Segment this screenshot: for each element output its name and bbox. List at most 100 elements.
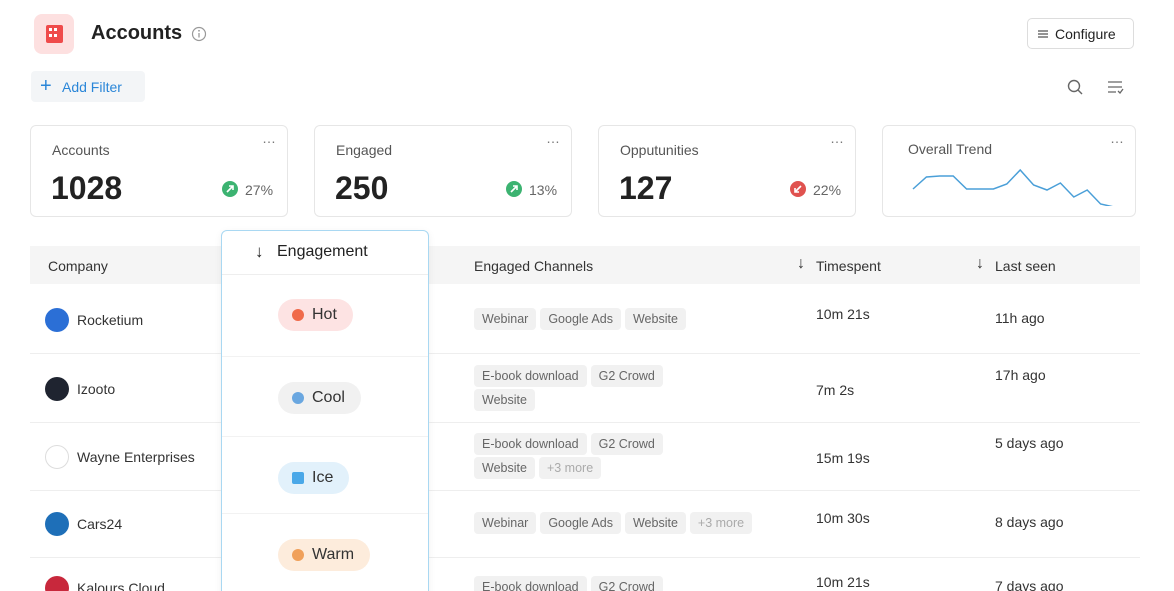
row-divider (30, 353, 1140, 354)
change-arrow (226, 185, 234, 193)
more-chip: +3 more (538, 457, 602, 479)
column-header: Company (48, 258, 108, 274)
plus-icon: + (40, 75, 52, 97)
timespent: 10m 30s (816, 510, 870, 526)
engagement-dropdown: ↓ Engagement Hot Cool Ice Warm (221, 230, 429, 591)
channel-chip: E-book download (474, 576, 587, 591)
stat-card: … Engaged 250 13% (314, 125, 572, 217)
channel-chip: Website (474, 389, 535, 411)
engagement-pill[interactable]: Ice (278, 462, 350, 494)
page-title: Accounts (91, 22, 183, 44)
row-divider (30, 557, 1140, 558)
engagement-pill[interactable]: Cool (278, 382, 361, 414)
add-filter-button[interactable]: + Add Filter (31, 71, 145, 102)
sort-arrow: ↓ (797, 255, 805, 272)
stat-label: Opputunities (620, 142, 699, 158)
timespent: 10m 21s (816, 306, 870, 322)
channel-line: Website +3 more (474, 457, 605, 479)
stat-card: … Accounts 1028 27% (30, 125, 288, 217)
channel-line: E-book download G2 Crowd (474, 433, 667, 455)
channel-chip: G2 Crowd (590, 433, 663, 455)
trend-label: Overall Trend (908, 141, 993, 157)
timespent: 10m 21s (816, 574, 870, 590)
company-name: Izooto (77, 381, 116, 397)
company-logo (45, 377, 69, 401)
pill-label: Cool (312, 389, 345, 406)
channel-line: E-book download G2 Crowd (474, 576, 667, 591)
change-icon (506, 181, 522, 197)
more-dots: … (546, 130, 560, 146)
company-logo (45, 445, 69, 469)
stat-value: 127 (619, 170, 673, 206)
sliders-icon (1038, 30, 1048, 38)
building-icon (46, 25, 63, 43)
search-icon[interactable] (1066, 78, 1084, 96)
option-divider (222, 513, 428, 514)
channel-chip: Webinar (474, 308, 537, 330)
timespent: 15m 19s (816, 450, 870, 466)
trend-card: … Overall Trend (882, 125, 1136, 217)
configure-button[interactable]: Configure (1027, 18, 1134, 49)
column-header: Engaged Channels (474, 258, 594, 274)
dropdown-title: Engagement (277, 243, 368, 260)
last-seen: 11h ago (995, 310, 1045, 326)
change-icon (790, 181, 806, 197)
column-header: Timespent (816, 258, 881, 274)
channel-chip: Website (474, 457, 535, 479)
configure-label: Configure (1055, 26, 1116, 42)
stat-value: 250 (335, 170, 389, 206)
company-logo (45, 576, 69, 591)
stat-value: 1028 (51, 170, 123, 206)
option-divider (222, 356, 428, 357)
list-settings-icon[interactable] (1106, 78, 1126, 96)
company-logo (45, 308, 69, 332)
last-seen: 8 days ago (995, 514, 1064, 530)
more-dots: … (262, 130, 276, 146)
last-seen: 5 days ago (995, 435, 1064, 451)
pill-label: Ice (312, 469, 334, 486)
channel-chip: Website (624, 308, 686, 330)
stat-change: 13% (529, 182, 558, 198)
sparkline (912, 168, 1113, 206)
row-divider (30, 490, 1140, 491)
table-header (30, 246, 1140, 284)
channel-chip: G2 Crowd (590, 576, 663, 591)
channel-chip: Website (624, 512, 686, 534)
pill-icon (292, 309, 304, 321)
info-icon[interactable] (191, 26, 207, 42)
channel-chip: Webinar (474, 512, 537, 534)
change-icon (222, 181, 238, 197)
pill-icon (292, 392, 304, 404)
engagement-pill[interactable]: Warm (278, 539, 371, 571)
stat-label: Accounts (52, 142, 110, 158)
dropdown-divider (222, 274, 428, 275)
channel-chip: Google Ads (540, 308, 621, 330)
pill-label: Hot (312, 306, 337, 323)
row-divider (30, 422, 1140, 423)
more-dots: … (830, 130, 844, 146)
channel-line: Webinar Google Ads Website +3 more (474, 512, 756, 534)
company-logo (45, 512, 69, 536)
channel-chip: Google Ads (540, 512, 621, 534)
stat-label: Engaged (336, 142, 393, 158)
option-divider (222, 436, 428, 437)
timespent: 7m 2s (816, 382, 855, 398)
channel-chip: E-book download (474, 433, 587, 455)
pill-icon (292, 549, 304, 561)
change-arrow (510, 185, 518, 193)
more-chip: +3 more (689, 512, 753, 534)
add-filter-label: Add Filter (62, 79, 122, 95)
app-icon (34, 14, 74, 54)
engagement-pill[interactable]: Hot (278, 299, 353, 331)
change-arrow (794, 185, 802, 193)
last-seen: 7 days ago (995, 578, 1064, 591)
pill-icon (292, 472, 304, 484)
more-dots: … (1110, 130, 1124, 146)
stat-card: … Opputunities 127 22% (598, 125, 856, 217)
sort-arrow: ↓ (255, 242, 264, 261)
last-seen: 17h ago (995, 367, 1046, 383)
company-name: Cars24 (77, 516, 123, 532)
channel-line: Website (474, 389, 539, 411)
stat-change: 22% (813, 182, 842, 198)
